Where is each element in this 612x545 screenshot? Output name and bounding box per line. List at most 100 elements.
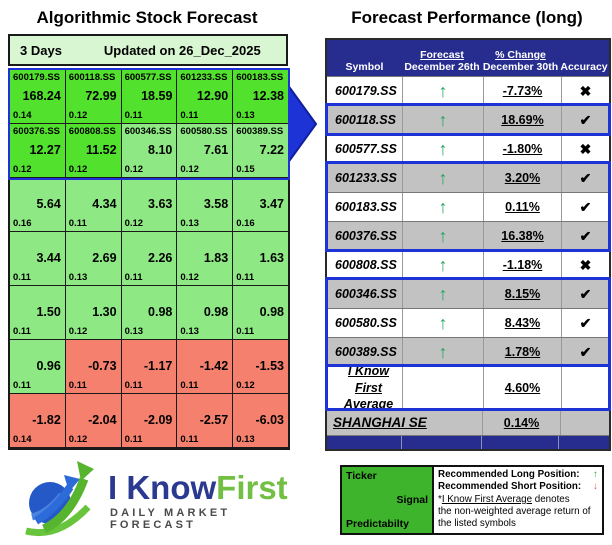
signal-value: -1.53 [255,358,284,373]
signal-value: 0.96 [36,358,61,373]
accuracy-mark: ✔ [579,169,592,186]
forecast-cell: ↑ [402,106,484,134]
forecast-cell: -1.82 0.14 [10,394,66,448]
performance-row: 600580.SS ↑ 8.43% ✔ [327,308,609,337]
signal-value: 72.99 [85,88,117,103]
up-arrow-icon: ↑ [438,168,448,188]
predictability-value: 0.11 [68,218,87,229]
performance-row: 600389.SS ↑ 1.78% ✔ [327,337,609,366]
predictability-value: 0.11 [13,326,31,337]
predictability-value: 0.11 [68,380,87,391]
predictability-value: 0.11 [180,380,199,391]
forecast-cell: 3.63 0.12 [121,178,178,232]
forecast-cell: 0.98 0.11 [233,286,288,340]
predictability-value: 0.11 [180,110,199,121]
signal-value: 3.44 [36,250,61,265]
forecast-cell: 600118.SS 72.99 0.12 [65,70,122,124]
performance-row: 601233.SS ↑ 3.20% ✔ [327,163,609,192]
signal-value: -1.82 [32,412,61,427]
forecast-cell: 600179.SS 168.24 0.14 [10,70,66,124]
signal-value: 12.38 [252,88,284,103]
signal-value: -6.03 [255,412,284,427]
forecast-cell: -2.09 0.11 [121,394,178,448]
up-arrow-icon: ↑ [593,469,598,480]
forecast-cell: ↑ [402,77,484,105]
table-footer-band [327,435,609,449]
signal-value: 8.10 [148,142,173,157]
logo-tagline: DAILY MARKET FORECAST [110,507,231,531]
forecast-row: 3.44 0.11 2.69 0.13 2.26 0.11 1.83 0.12 1.63… [10,232,288,286]
forecast-cell [402,367,484,409]
legend-notes: Recommended Long Position: ↑ Recommended … [434,467,602,533]
predictability-value: 0.11 [124,110,143,121]
forecast-cell: -1.17 0.11 [121,340,178,394]
accuracy-header: Accuracy [560,61,608,73]
forecast-cell: ↑ [402,280,484,308]
ticker-label: 600389.SS [236,126,284,137]
performance-table: Symbol Forecast December 26th % Change Dec… [325,38,611,451]
signal-value: -2.09 [143,412,173,427]
ticker-label: 600376.SS [13,126,61,137]
predictability-value: 0.11 [13,380,31,391]
signal-value: 1.30 [92,304,117,319]
performance-row: 600577.SS ↑ -1.80% ✖ [327,134,609,163]
accuracy-mark: ✔ [579,343,592,360]
average-highlight: I Know First Average 4.60% [325,364,611,411]
iknowfirst-logo: I KnowFirst DAILY MARKET FORECAST [22,455,307,540]
signal-value: 2.26 [148,250,173,265]
average-row: I Know First Average 4.60% [327,364,609,411]
top-picks-highlight: 600179.SS 168.24 0.14 600118.SS 72.99 0.12 6… [8,68,290,180]
predictability-value: 0.12 [68,164,88,175]
legend-long-line: Recommended Long Position: ↑ [438,469,598,480]
ticker-label: 600577.SS [124,72,172,83]
change-cell: -1.80% [484,135,562,163]
predictability-value: 0.12 [180,164,199,175]
ticker-label: 600580.SS [180,126,228,137]
change-cell: 1.78% [484,338,562,366]
change-cell: 4.60% [484,367,562,409]
highlight-group: 601233.SS ↑ 3.20% ✔ 600183.SS ↑ 0.11% ✔ … [325,161,611,252]
predictability-value: 0.11 [180,434,199,445]
accuracy-mark: ✖ [579,140,592,157]
forecast-row: 600179.SS 168.24 0.14 600118.SS 72.99 0.12 6… [10,70,288,124]
performance-row: 600179.SS ↑ -7.73% ✖ [327,76,609,105]
change-cell: 18.69% [484,106,562,134]
symbol-cell: 600346.SS [335,287,397,301]
up-arrow-icon: ↑ [438,284,448,304]
benchmark-label: SHANGHAI SE [333,415,427,430]
predictability-value: 0.12 [68,110,88,121]
left-panel-title: Algorithmic Stock Forecast [36,8,258,27]
signal-value: -1.17 [143,358,173,373]
forecast-grid: 600179.SS 168.24 0.14 600118.SS 72.99 0.12 6… [8,68,290,450]
accuracy-mark: ✔ [579,227,592,244]
predictability-value: 0.13 [236,110,255,121]
forecast-cell: 600389.SS 7.22 0.15 [233,124,288,178]
benchmark-row: SHANGHAI SE 0.14% [327,409,609,435]
predictability-value: 0.13 [180,326,199,337]
symbol-cell: 600179.SS [335,84,397,98]
accuracy-mark: ✔ [579,111,592,128]
change-cell: 3.20% [484,164,562,192]
forecast-row: 600376.SS 12.27 0.12 600808.SS 11.52 0.12 60… [10,124,288,178]
updated-label: Updated on 26_Dec_2025 [103,42,261,58]
symbol-header: Symbol [345,61,384,73]
signal-value: 4.34 [92,196,117,211]
change-cell: 16.38% [484,222,562,250]
forecast-cell: 3.44 0.11 [10,232,66,286]
predictability-value: 0.13 [236,434,255,445]
performance-row: 600376.SS ↑ 16.38% ✔ [327,221,609,250]
up-arrow-icon: ↑ [438,342,448,362]
performance-row: 600118.SS ↑ 18.69% ✔ [327,105,609,134]
ticker-label: 600183.SS [236,72,284,83]
legend-ticker-label: Ticker [346,470,377,482]
signal-value: 1.50 [36,304,61,319]
symbol-cell: 600577.SS [335,142,397,156]
predictability-value: 0.14 [13,434,32,445]
forecast-cell: 600376.SS 12.27 0.12 [10,124,66,178]
signal-value: 5.64 [36,196,61,211]
footer-cell [327,436,402,449]
ticker-label: 600808.SS [68,126,116,137]
signal-value: 1.83 [203,250,229,265]
benchmark-change: 0.14% [482,410,561,435]
accuracy-mark: ✔ [579,314,592,331]
